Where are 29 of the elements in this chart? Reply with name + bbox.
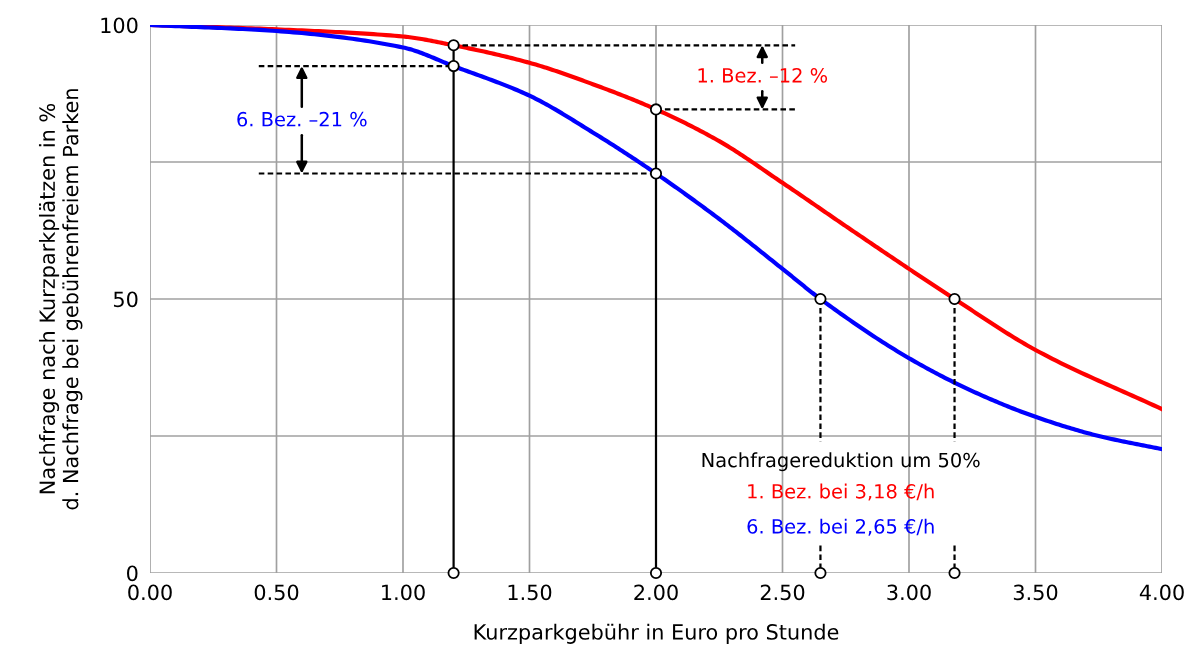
x-tick-label: 2.00	[634, 584, 678, 601]
x-tick-label: 3.50	[1013, 584, 1058, 601]
y-tick-label: 50	[113, 291, 138, 308]
point	[948, 292, 961, 306]
x-tick-label: 4.00	[1139, 584, 1184, 601]
point	[447, 566, 460, 580]
annotation: 6. Bez. bei 2,65 €/h	[747, 518, 934, 536]
point	[814, 566, 827, 580]
annotation: 1. Bez. bei 3,18 €/h	[748, 483, 934, 501]
point	[649, 566, 663, 580]
y-axis-title: Nachfrage nach Kurzparkplätzen in % d. Nachfrage bei gebührenfreiem Parken	[38, 89, 83, 510]
point	[649, 103, 663, 116]
y-tick-label: 100	[101, 17, 138, 34]
point	[649, 167, 663, 180]
point	[948, 566, 961, 580]
x-tick-label: 0.50	[254, 584, 299, 601]
y-tick-label: 0	[127, 565, 138, 582]
x-axis-title: Kurzparkgebühr in Euro pro Stunde	[474, 623, 839, 644]
x-tick-label: 1.00	[382, 584, 425, 601]
point	[447, 39, 460, 52]
x-tick-label: 1.50	[508, 584, 552, 601]
x-tick-label: 3.00	[887, 584, 931, 601]
annotation: Nachfragereduktion um 50%	[702, 452, 980, 472]
annotation: 6. Bez. –21 %	[237, 111, 367, 127]
x-tick-label: 2.50	[760, 584, 805, 601]
x-tick-label: 0.00	[128, 584, 172, 601]
annotation: 1. Bez. –12 %	[698, 67, 828, 83]
point	[814, 292, 827, 306]
point	[447, 60, 460, 73]
